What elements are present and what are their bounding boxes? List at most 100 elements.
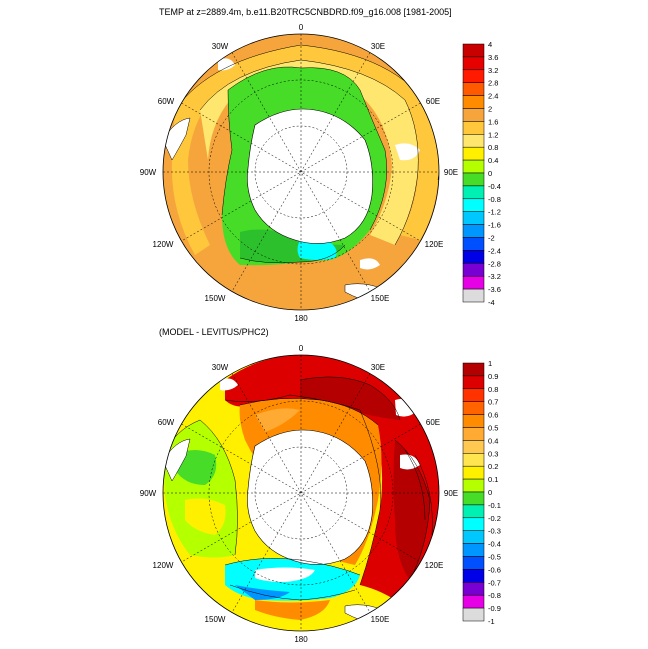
panel-1-lon-120W: 120W (153, 240, 174, 249)
colorbar-label: 2.4 (488, 92, 498, 101)
colorbar-label: -0.7 (488, 578, 501, 587)
panel-1-antarctica (247, 108, 373, 244)
colorbar-label: -0.8 (488, 591, 501, 600)
panel-2-lon-90W: 90W (140, 489, 157, 498)
colorbar-box-0 (462, 43, 485, 58)
colorbar-label: -3.2 (488, 272, 501, 281)
panel-2-map-border (162, 354, 440, 632)
colorbar-box-2 (462, 388, 485, 402)
panel-1-map: 0 30E 60E 90E 120E 150E 180 150W 120W 90… (140, 23, 501, 323)
panel-2-lon-150E: 150E (371, 615, 390, 624)
colorbar-label: 0.1 (488, 475, 498, 484)
colorbar-box-4 (462, 95, 485, 109)
colorbar-label: -2.8 (488, 259, 501, 268)
colorbar-box-14 (462, 224, 485, 238)
panel-2-missing-2 (400, 454, 420, 470)
colorbar-box-13 (462, 530, 485, 544)
panel-1-warm-band (171, 45, 439, 255)
panel-1-graticule (163, 34, 439, 310)
colorbar-label: 0.6 (488, 411, 498, 420)
colorbar-box-0 (462, 362, 485, 377)
colorbar-label: 0.5 (488, 424, 498, 433)
panel-1-lon-120E: 120E (425, 240, 444, 249)
panel-1-lon-30E: 30E (371, 42, 385, 51)
colorbar-box-9 (462, 159, 485, 174)
panel-2-graticule (163, 355, 439, 631)
colorbar-label: 1 (488, 359, 492, 368)
colorbar-label: 0.9 (488, 372, 498, 381)
panel-1-yellow-band (200, 60, 419, 245)
panel-2-colorbar: 1 0.9 0.8 0.7 0.6 0.5 0.4 0.3 0.2 0.1 0 -0.1 -0.2 -0.… (462, 359, 501, 626)
panel-2-lon-150W: 150W (205, 615, 226, 624)
colorbar-label: -1 (488, 617, 495, 626)
panel-2-orange-south (255, 600, 330, 620)
colorbar-label: 0.2 (488, 462, 498, 471)
colorbar-label: -0.9 (488, 604, 501, 613)
colorbar-box-13 (462, 211, 485, 225)
panel-1-lon-60E: 60E (426, 97, 440, 106)
panel-1-lon-60W: 60W (158, 97, 175, 106)
colorbar-box-11 (462, 185, 485, 200)
colorbar-box-7 (462, 453, 485, 467)
panel-1-title: TEMP at z=2889.4m, b.e11.B20TRC5CNBDRD.f… (159, 7, 452, 17)
colorbar-label: 3.2 (488, 66, 498, 75)
colorbar-box-2 (462, 69, 485, 83)
panel-1-lon-90W: 90W (140, 168, 157, 177)
panel-2-map: 0 30E 60E 90E 120E 150E 180 150W 120W 90… (140, 344, 501, 644)
colorbar-label: -1.2 (488, 208, 501, 217)
colorbar-label: -0.5 (488, 553, 501, 562)
panel-1-colorbar: 4 3.6 3.2 2.8 2.4 2 1.6 1.2 0.8 0.4 0 -0.4 -0.8 -1.2 -… (462, 40, 501, 307)
panel-2-blue-patch (235, 585, 290, 600)
colorbar-label: -3.6 (488, 285, 501, 294)
panel-1-lon-90E: 90E (444, 168, 458, 177)
colorbar-label: -4 (488, 298, 495, 307)
panel-2-lon-0: 0 (299, 344, 304, 353)
colorbar-box-10 (462, 172, 485, 187)
colorbar-label: 0 (488, 169, 492, 178)
colorbar-box-16 (462, 569, 485, 583)
colorbar-box-18 (462, 594, 485, 609)
colorbar-label: 0.4 (488, 436, 498, 445)
colorbar-box-1 (462, 56, 485, 71)
colorbar-box-5 (462, 108, 485, 122)
colorbar-box-12 (462, 517, 485, 531)
colorbar-label: 2 (488, 105, 492, 114)
panel-1-lon-180: 180 (294, 314, 308, 323)
colorbar-label: -0.2 (488, 514, 501, 523)
panel-2-green-dark (175, 450, 217, 485)
colorbar-label: 2.8 (488, 79, 498, 88)
colorbar-box-19 (462, 288, 485, 303)
colorbar-label: 4 (488, 40, 492, 49)
panel-1-cyan-patch (297, 238, 337, 260)
panel-1-map-border (162, 33, 440, 311)
colorbar-box-5 (462, 427, 485, 441)
panel-2-yellow-patch (185, 498, 226, 535)
panel-2-lon-90E: 90E (444, 489, 458, 498)
panel-2-lon-120W: 120W (153, 561, 174, 570)
panel-2-missing-band (255, 567, 315, 582)
colorbar-box-3 (462, 401, 485, 415)
colorbar-box-10 (462, 491, 485, 506)
colorbar-label: 0 (488, 488, 492, 497)
panel-2-lon-60W: 60W (158, 418, 175, 427)
colorbar-label: -0.1 (488, 501, 501, 510)
colorbar-box-6 (462, 121, 485, 135)
colorbar-label: 1.2 (488, 130, 498, 139)
panel-1-missing-2 (395, 143, 420, 161)
panel-2-lon-120E: 120E (425, 561, 444, 570)
colorbar-label: 0.7 (488, 398, 498, 407)
panel-2-lon-60E: 60E (426, 418, 440, 427)
colorbar-label: -1.6 (488, 221, 501, 230)
panel-1-missing-1 (218, 58, 235, 71)
panel-1-lon-150W: 150W (205, 294, 226, 303)
colorbar-label: 0.3 (488, 449, 498, 458)
colorbar-label: 3.6 (488, 53, 498, 62)
colorbar-box-3 (462, 82, 485, 96)
panel-1-south-america (163, 117, 191, 161)
colorbar-box-16 (462, 250, 485, 264)
colorbar-box-6 (462, 440, 485, 454)
colorbar-label: -2.4 (488, 246, 501, 255)
colorbar-label: 0.8 (488, 143, 498, 152)
colorbar-label: -0.8 (488, 195, 501, 204)
